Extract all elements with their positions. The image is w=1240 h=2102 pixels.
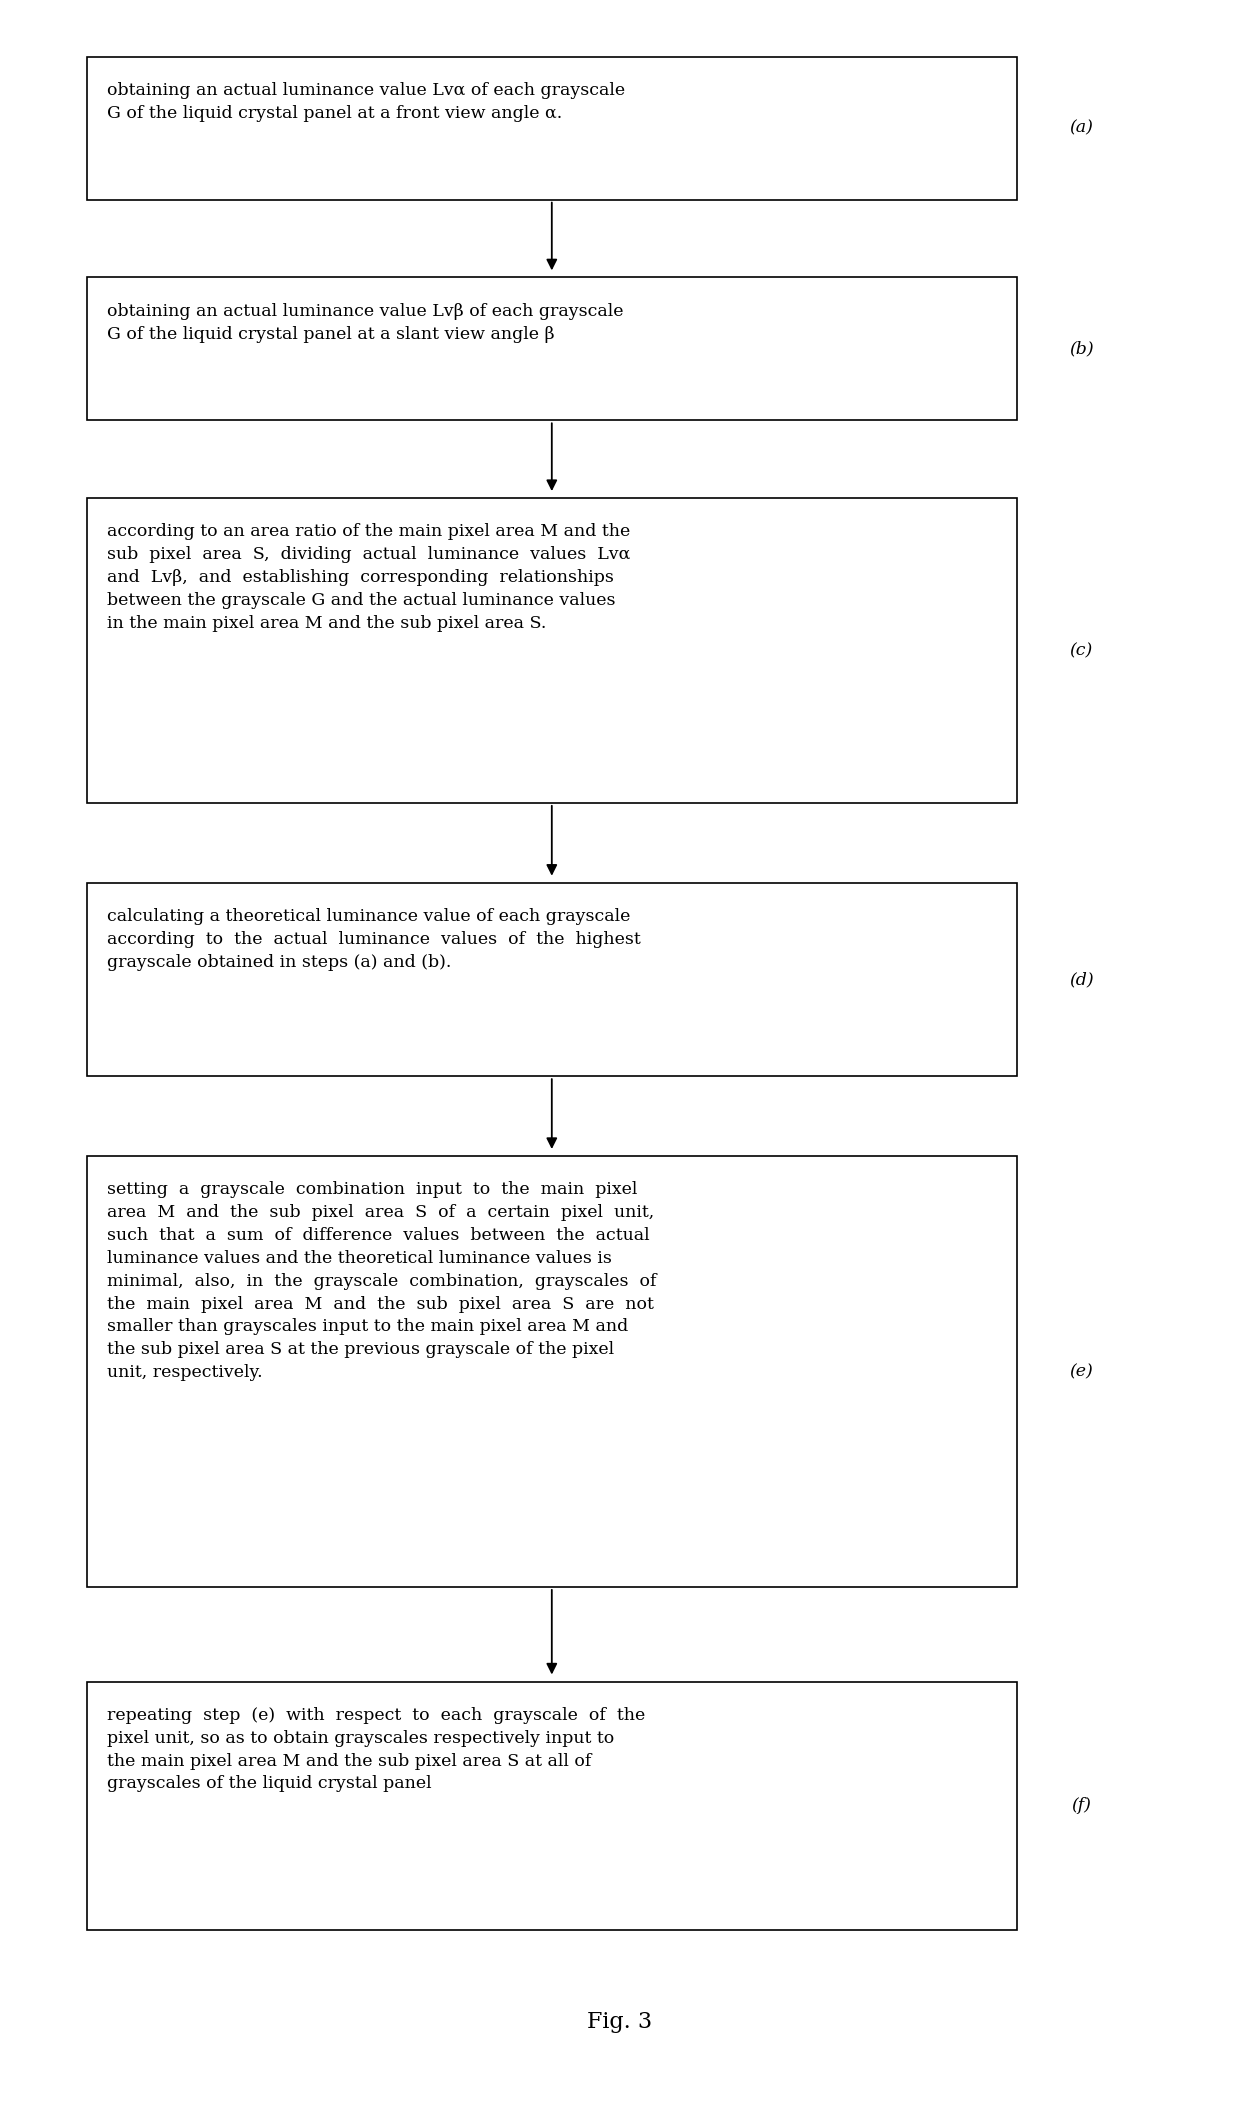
Text: obtaining an actual luminance value Lvα of each grayscale
G of the liquid crysta: obtaining an actual luminance value Lvα … xyxy=(107,82,625,122)
Text: repeating  step  (e)  with  respect  to  each  grayscale  of  the
pixel unit, so: repeating step (e) with respect to each … xyxy=(107,1707,645,1793)
Text: (c): (c) xyxy=(1070,641,1092,660)
Text: setting  a  grayscale  combination  input  to  the  main  pixel
area  M  and  th: setting a grayscale combination input to… xyxy=(107,1181,656,1381)
Text: obtaining an actual luminance value Lvβ of each grayscale
G of the liquid crysta: obtaining an actual luminance value Lvβ … xyxy=(107,303,624,343)
Text: Fig. 3: Fig. 3 xyxy=(588,2012,652,2033)
Text: (e): (e) xyxy=(1069,1362,1094,1381)
Text: calculating a theoretical luminance value of each grayscale
according  to  the  : calculating a theoretical luminance valu… xyxy=(107,908,640,971)
FancyBboxPatch shape xyxy=(87,57,1017,200)
Text: (f): (f) xyxy=(1071,1797,1091,1814)
FancyBboxPatch shape xyxy=(87,277,1017,420)
Text: (b): (b) xyxy=(1069,341,1094,357)
FancyBboxPatch shape xyxy=(87,1682,1017,1930)
Text: according to an area ratio of the main pixel area M and the
sub  pixel  area  S,: according to an area ratio of the main p… xyxy=(107,523,630,633)
FancyBboxPatch shape xyxy=(87,498,1017,803)
Text: (d): (d) xyxy=(1069,971,1094,988)
Text: (a): (a) xyxy=(1069,120,1094,137)
FancyBboxPatch shape xyxy=(87,1156,1017,1587)
FancyBboxPatch shape xyxy=(87,883,1017,1076)
